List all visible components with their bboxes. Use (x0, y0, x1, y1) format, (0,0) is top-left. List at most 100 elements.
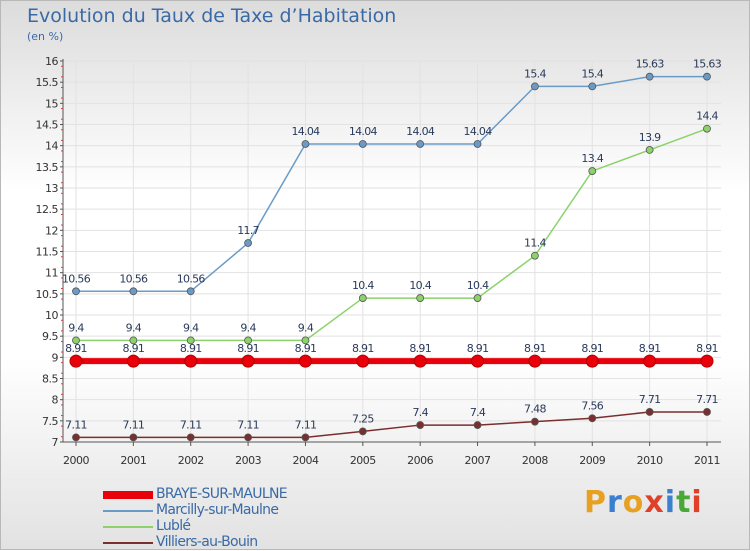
data-label: 7.4 (470, 406, 486, 419)
data-point (129, 336, 138, 345)
series-lubl- (72, 124, 711, 345)
data-label: 10.56 (62, 272, 91, 285)
data-label: 14.04 (406, 125, 435, 138)
data-label: 10.56 (119, 272, 148, 285)
data-point (301, 140, 310, 148)
data-label: 7.11 (123, 418, 145, 431)
data-label: 13.9 (639, 131, 661, 144)
data-label: 15.63 (693, 58, 722, 71)
data-label: 8.91 (581, 342, 603, 355)
x-tick-label: 2003 (235, 454, 261, 467)
data-label: 8.91 (639, 342, 661, 355)
data-point (416, 140, 425, 148)
y-tick-label: 15 (45, 97, 58, 110)
data-point (703, 72, 711, 81)
data-point (471, 354, 485, 368)
legend-label: Lublé (156, 518, 191, 534)
data-point (531, 417, 539, 426)
data-label: 8.91 (467, 342, 489, 355)
y-tick-label: 15.5 (36, 76, 59, 89)
x-tick-label: 2007 (465, 454, 491, 467)
data-point (531, 82, 539, 91)
data-point (244, 433, 252, 442)
data-label: 15.63 (636, 58, 665, 71)
y-tick-label: 12 (45, 224, 58, 237)
legend-swatch (103, 491, 153, 499)
data-label: 9.4 (68, 321, 84, 334)
x-tick-label: 2000 (63, 454, 89, 467)
y-tick-label: 11 (45, 267, 58, 280)
data-label: 7.4 (412, 406, 428, 419)
x-tick-label: 2004 (292, 454, 318, 467)
logo-letter: x (644, 485, 665, 520)
legend-label: BRAYE-SUR-MAULNE (156, 486, 288, 502)
data-label: 8.91 (123, 342, 145, 355)
data-point (645, 408, 654, 416)
data-point (588, 414, 597, 423)
y-tick-label: 9 (52, 351, 59, 364)
y-tick-label: 11.5 (36, 246, 59, 259)
data-point (588, 167, 597, 175)
data-label: 7.11 (295, 418, 317, 431)
series-line (76, 75, 707, 293)
data-label: 7.48 (524, 403, 546, 416)
data-label: 14.4 (696, 110, 718, 123)
data-label: 13.4 (581, 152, 603, 165)
logo-letter: i (664, 485, 677, 520)
series-marcilly-sur-maulne (72, 72, 711, 296)
x-tick-label: 2005 (350, 454, 376, 467)
data-label: 7.56 (581, 399, 603, 412)
data-label: 7.71 (639, 393, 661, 406)
logo-letter: o (622, 485, 645, 520)
data-point (72, 336, 80, 345)
series-braye-sur-maulne (69, 354, 714, 368)
data-point (413, 354, 427, 368)
data-label: 11.7 (237, 224, 259, 237)
y-tick-label: 10 (45, 309, 58, 322)
data-point (473, 140, 482, 148)
chart-subtitle: (en %) (27, 30, 64, 43)
data-label: 7.25 (352, 412, 374, 425)
data-label: 10.4 (467, 279, 489, 292)
data-point (588, 82, 597, 91)
data-point (416, 421, 425, 429)
logo-letter: P (584, 485, 607, 520)
data-label: 11.4 (524, 237, 546, 250)
x-tick-label: 2008 (522, 454, 548, 467)
y-tick-label: 13.5 (36, 161, 59, 174)
data-point (298, 354, 312, 368)
data-point (72, 433, 80, 442)
data-point (358, 427, 367, 436)
y-tick-label: 16 (45, 55, 58, 68)
x-tick-label: 2006 (407, 454, 433, 467)
data-label: 8.91 (180, 342, 202, 355)
data-point (416, 294, 425, 302)
data-point (700, 354, 714, 368)
data-label: 14.04 (291, 125, 320, 138)
legend-swatch (103, 542, 153, 544)
data-label: 8.91 (65, 342, 87, 355)
y-tick-label: 14 (45, 140, 58, 153)
x-tick-label: 2011 (694, 454, 720, 467)
data-point (129, 433, 138, 442)
data-point (126, 354, 140, 368)
data-label: 15.4 (581, 67, 603, 80)
data-label: 9.4 (298, 321, 314, 334)
data-point (72, 287, 80, 296)
y-tick-label: 7 (52, 436, 59, 449)
data-label: 8.91 (409, 342, 431, 355)
data-point (69, 354, 83, 368)
chart-title: Evolution du Taux de Taxe d’Habitation (27, 5, 397, 27)
data-point (358, 140, 367, 148)
series-line (76, 411, 707, 439)
data-point (645, 145, 654, 154)
data-point (241, 354, 255, 368)
x-tick-label: 2010 (637, 454, 663, 467)
grid (63, 60, 721, 443)
data-label: 7.11 (237, 418, 259, 431)
data-point (186, 287, 195, 296)
data-label: 9.4 (240, 321, 256, 334)
logo-letter: i (691, 485, 703, 520)
data-label: 8.91 (237, 342, 259, 355)
